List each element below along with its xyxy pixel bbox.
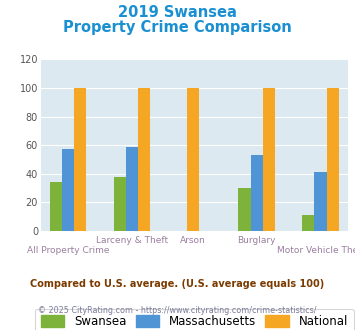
Bar	[251, 155, 263, 231]
Bar	[302, 215, 315, 231]
Text: 2019 Swansea: 2019 Swansea	[118, 5, 237, 20]
Bar	[327, 88, 339, 231]
Text: Larceny & Theft: Larceny & Theft	[96, 236, 168, 245]
Bar	[50, 182, 62, 231]
Text: All Property Crime: All Property Crime	[27, 246, 109, 255]
Legend: Swansea, Massachusetts, National: Swansea, Massachusetts, National	[35, 309, 354, 330]
Bar	[187, 88, 199, 231]
Bar	[114, 177, 126, 231]
Bar	[315, 172, 327, 231]
Bar	[263, 88, 275, 231]
Text: Arson: Arson	[180, 236, 206, 245]
Text: Burglary: Burglary	[237, 236, 276, 245]
Text: Compared to U.S. average. (U.S. average equals 100): Compared to U.S. average. (U.S. average …	[31, 279, 324, 289]
Bar	[239, 188, 251, 231]
Text: Property Crime Comparison: Property Crime Comparison	[63, 20, 292, 35]
Text: Motor Vehicle Theft: Motor Vehicle Theft	[277, 246, 355, 255]
Bar	[74, 88, 86, 231]
Bar	[62, 149, 74, 231]
Bar	[126, 147, 138, 231]
Bar	[138, 88, 150, 231]
Text: © 2025 CityRating.com - https://www.cityrating.com/crime-statistics/: © 2025 CityRating.com - https://www.city…	[38, 306, 317, 315]
